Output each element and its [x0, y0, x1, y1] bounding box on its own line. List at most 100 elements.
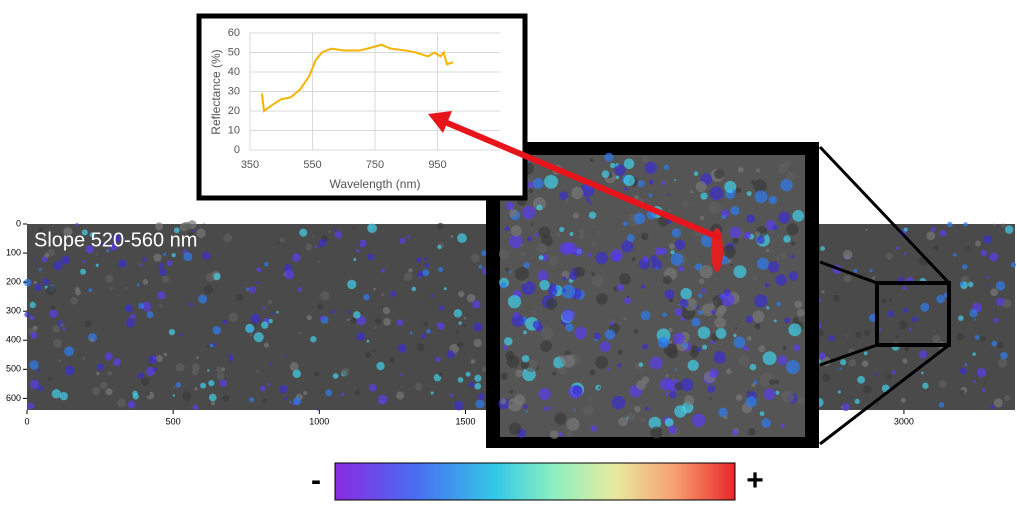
texture-dot	[106, 249, 110, 253]
texture-dot	[598, 386, 601, 389]
texture-dot	[566, 430, 573, 436]
texture-dot	[411, 286, 417, 292]
texture-dot	[422, 269, 430, 277]
y-tick-label: 30	[228, 85, 240, 97]
texture-dot	[558, 432, 563, 437]
texture-dot	[458, 321, 462, 325]
texture-dot	[751, 383, 756, 388]
texture-dot	[383, 318, 391, 326]
texture-dot	[367, 223, 377, 234]
texture-dot	[895, 246, 899, 250]
texture-dot	[96, 363, 105, 371]
texture-dot	[356, 332, 366, 341]
texture-dot	[259, 385, 266, 392]
texture-dot	[317, 261, 321, 264]
texture-dot	[648, 416, 662, 430]
texture-dot	[299, 228, 308, 237]
texture-dot	[573, 266, 585, 278]
texture-dot	[276, 241, 280, 244]
texture-dot	[983, 381, 986, 384]
zoom-inset	[486, 142, 819, 448]
texture-dot	[89, 337, 95, 342]
texture-dot	[675, 368, 678, 371]
texture-dot	[976, 367, 987, 378]
texture-dot	[179, 333, 182, 337]
texture-dot	[623, 174, 635, 187]
texture-dot	[966, 246, 970, 250]
texture-dot	[74, 287, 80, 292]
texture-dot	[562, 276, 567, 281]
texture-dot	[666, 347, 679, 359]
texture-dot	[250, 313, 261, 324]
texture-dot	[751, 180, 756, 185]
texture-dot	[674, 308, 683, 316]
texture-dot	[38, 268, 42, 272]
texture-dot	[743, 231, 751, 240]
texture-dot	[531, 223, 534, 226]
texture-dot	[785, 360, 800, 375]
texture-dot	[939, 229, 947, 237]
texture-dot	[761, 418, 771, 428]
texture-dot	[617, 363, 622, 368]
texture-dot	[153, 253, 162, 262]
texture-dot	[670, 250, 675, 255]
texture-dot	[640, 284, 646, 289]
texture-dot	[478, 264, 483, 269]
arrow	[443, 119, 722, 241]
texture-dot	[367, 253, 375, 261]
texture-dot	[504, 226, 510, 232]
texture-dot	[158, 262, 165, 269]
texture-dot	[317, 303, 324, 310]
texture-dot	[465, 371, 471, 377]
texture-dot	[776, 256, 781, 261]
texture-dot	[785, 172, 795, 181]
texture-dot	[569, 231, 574, 236]
texture-dot	[620, 177, 623, 180]
texture-dot	[572, 212, 579, 219]
texture-dot	[768, 195, 778, 205]
texture-dot	[821, 290, 825, 294]
texture-dot	[861, 360, 869, 367]
texture-dot	[33, 280, 38, 285]
texture-dot	[960, 389, 965, 395]
texture-dot	[961, 264, 968, 270]
texture-dot	[498, 249, 509, 260]
texture-dot	[350, 317, 357, 324]
texture-dot	[1004, 225, 1014, 234]
texture-dot	[753, 276, 758, 281]
texture-dot	[481, 250, 488, 257]
texture-dot	[623, 158, 635, 170]
texture-dot	[543, 406, 548, 411]
texture-dot	[127, 400, 136, 409]
texture-dot	[930, 226, 936, 232]
texture-dot	[668, 328, 673, 333]
texture-dot	[32, 325, 38, 331]
texture-dot	[973, 318, 977, 321]
texture-dot	[42, 278, 50, 286]
texture-dot	[95, 263, 99, 267]
texture-dot	[746, 390, 750, 394]
texture-dot	[1001, 223, 1006, 228]
texture-dot	[773, 319, 777, 323]
texture-dot	[784, 317, 791, 324]
texture-dot	[276, 310, 279, 314]
texture-dot	[559, 191, 569, 201]
texture-dot	[780, 178, 793, 192]
texture-dot	[659, 377, 673, 391]
texture-dot	[267, 299, 273, 305]
texture-dot	[820, 246, 826, 251]
texture-dot	[932, 335, 941, 344]
texture-dot	[775, 390, 780, 395]
texture-dot	[396, 391, 405, 400]
texture-dot	[194, 387, 198, 391]
texture-dot	[648, 193, 653, 198]
texture-dot	[209, 343, 214, 348]
y-tick-label: 50	[228, 46, 240, 58]
texture-dot	[922, 382, 929, 389]
texture-dot	[334, 231, 342, 239]
texture-dot	[711, 309, 716, 315]
texture-dot	[697, 310, 703, 315]
texture-dot	[664, 418, 674, 427]
texture-dot	[709, 186, 724, 201]
